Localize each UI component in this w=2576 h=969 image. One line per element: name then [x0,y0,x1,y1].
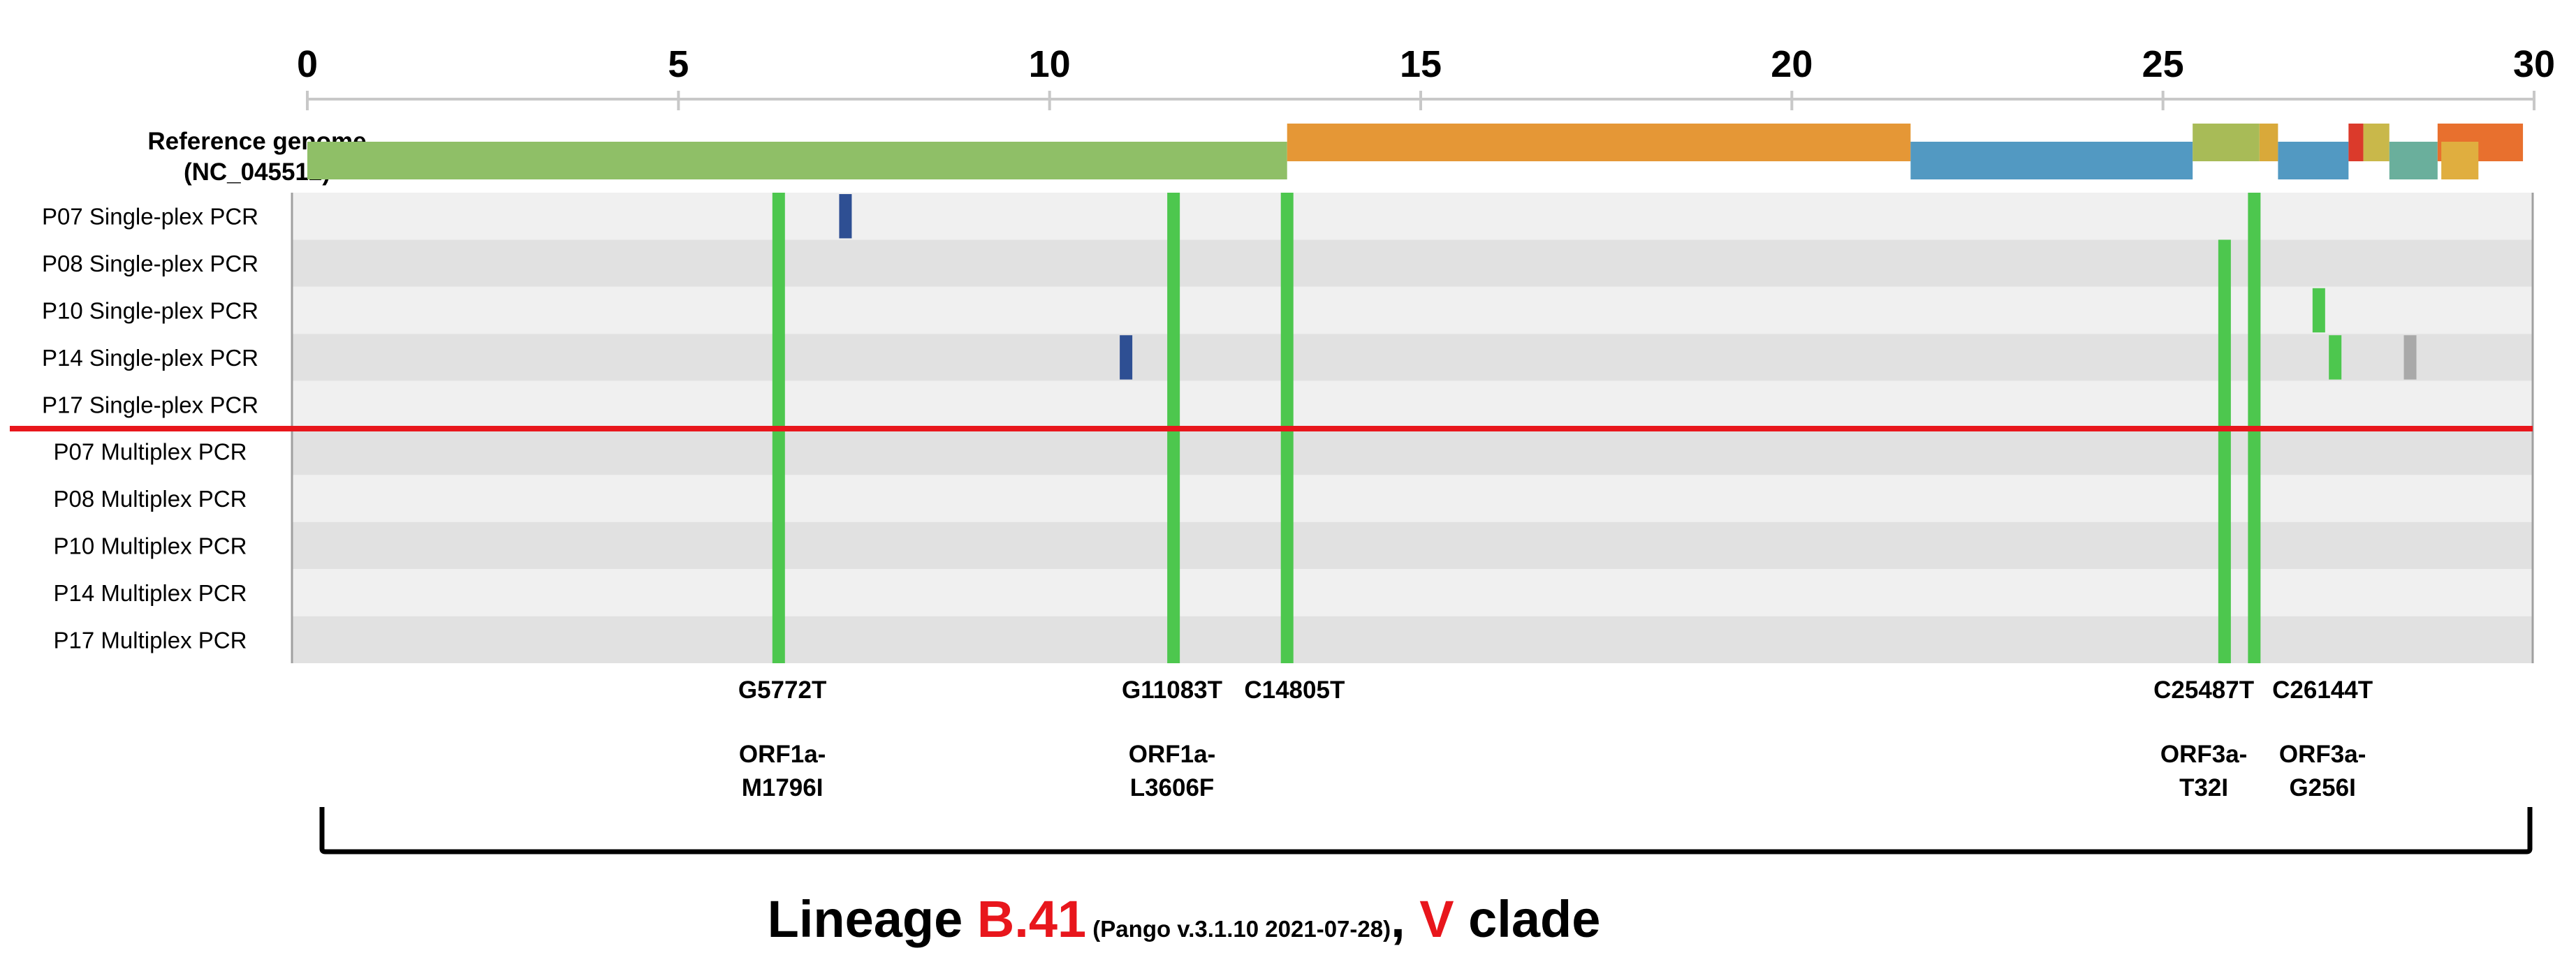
shared-mutation-mark [2218,239,2231,663]
gene-segment [1287,124,1911,161]
gene-segment [2389,142,2438,179]
mutation-labels: G5772T ORF1a- M1796I G11083T ORF1a- L3606F C14… [738,676,2373,801]
sample-label: P07 Multiplex PCR [54,439,247,465]
sample-row [292,380,2533,428]
sample-row [292,428,2533,475]
sample-label: P08 Single-plex PCR [42,251,258,276]
gene-segment [2441,142,2479,179]
private-mutation-mark [839,194,852,239]
mutation-aa-label: G256I [2289,774,2355,801]
gene-segment [2363,124,2390,161]
gene-segment [2259,124,2278,161]
private-mutation-mark [2312,288,2325,333]
sample-label: P17 Single-plex PCR [42,392,258,417]
mutation-aa-label: ORF3a- [2279,741,2366,768]
axis-tick-label: 20 [1771,43,1813,85]
mutation-aa-label: ORF3a- [2160,741,2247,768]
axis-tick-label: 30 [2513,43,2555,85]
sample-row [292,616,2533,663]
private-mutation-mark [1120,335,1133,380]
mutation-nt-label: G5772T [738,676,826,704]
mutation-aa-label: ORF1a- [739,741,826,768]
gene-segment [2348,124,2364,161]
mutation-nt-label: G11083T [1122,676,1222,704]
sample-label: P17 Multiplex PCR [54,627,247,653]
sample-label: P08 Multiplex PCR [54,486,247,512]
sample-row [292,334,2533,381]
sample-row [292,239,2533,287]
reference-genes-track [307,124,2524,179]
sample-row [292,475,2533,522]
mutation-aa-label: ORF1a- [1129,741,1215,768]
lineage-name: B.41 [977,890,1086,948]
mutation-nt-label: C14805T [1244,676,1345,704]
sample-row [292,286,2533,334]
sample-label: P14 Multiplex PCR [54,580,247,606]
gene-segment [307,142,1287,179]
axis-tick-label: 5 [668,43,689,85]
axis-tick-label: 0 [297,43,318,85]
mutation-aa-label: M1796I [742,774,824,801]
sample-rows [292,193,2533,663]
mutation-aa-label: T32I [2179,774,2228,801]
axis-tick-label: 10 [1029,43,1071,85]
reference-genome-label: Reference genome (NC_045512) [147,128,366,186]
mutation-aa-label: L3606F [1130,774,1215,801]
axis-tick-label: 15 [1400,43,1442,85]
gene-segment [2193,124,2260,161]
mutation-nt-label: C25487T [2153,676,2254,704]
gene-segment [1910,142,2193,179]
gene-segment [2278,142,2349,179]
sample-label: P10 Single-plex PCR [42,298,258,324]
sample-labels: P07 Single-plex PCR P08 Single-plex PCR P1… [42,204,258,653]
axis-ticks: 0 5 10 15 20 25 30 [297,43,2555,110]
sample-label: P14 Single-plex PCR [42,345,258,371]
sample-row [292,193,2533,240]
clade-suffix: clade [1454,890,1601,948]
sample-label: P07 Single-plex PCR [42,204,258,230]
mutation-nt-label: C26144T [2272,676,2373,704]
sample-row [292,569,2533,616]
private-mutation-mark [2329,335,2342,380]
lineage-comma: , [1391,890,1419,948]
sample-label: P10 Multiplex PCR [54,533,247,559]
lineage-bracket [319,807,2533,855]
sample-row [292,522,2533,570]
axis-tick-label: 25 [2142,43,2184,85]
pango-version: (Pango v.3.1.10 2021-07-28) [1086,916,1391,942]
private-mutation-mark [2403,335,2417,380]
reference-genome-accession: (NC_045512) [184,158,330,186]
lineage-caption: Lineage B.41 (Pango v.3.1.10 2021-07-28)… [768,890,1601,948]
clade-name: V [1419,890,1454,948]
lineage-prefix: Lineage [768,890,977,948]
